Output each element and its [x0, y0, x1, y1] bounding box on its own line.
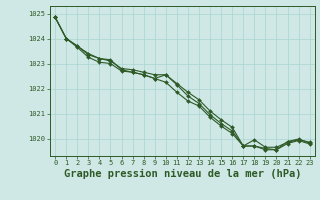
X-axis label: Graphe pression niveau de la mer (hPa): Graphe pression niveau de la mer (hPa) — [64, 169, 301, 179]
